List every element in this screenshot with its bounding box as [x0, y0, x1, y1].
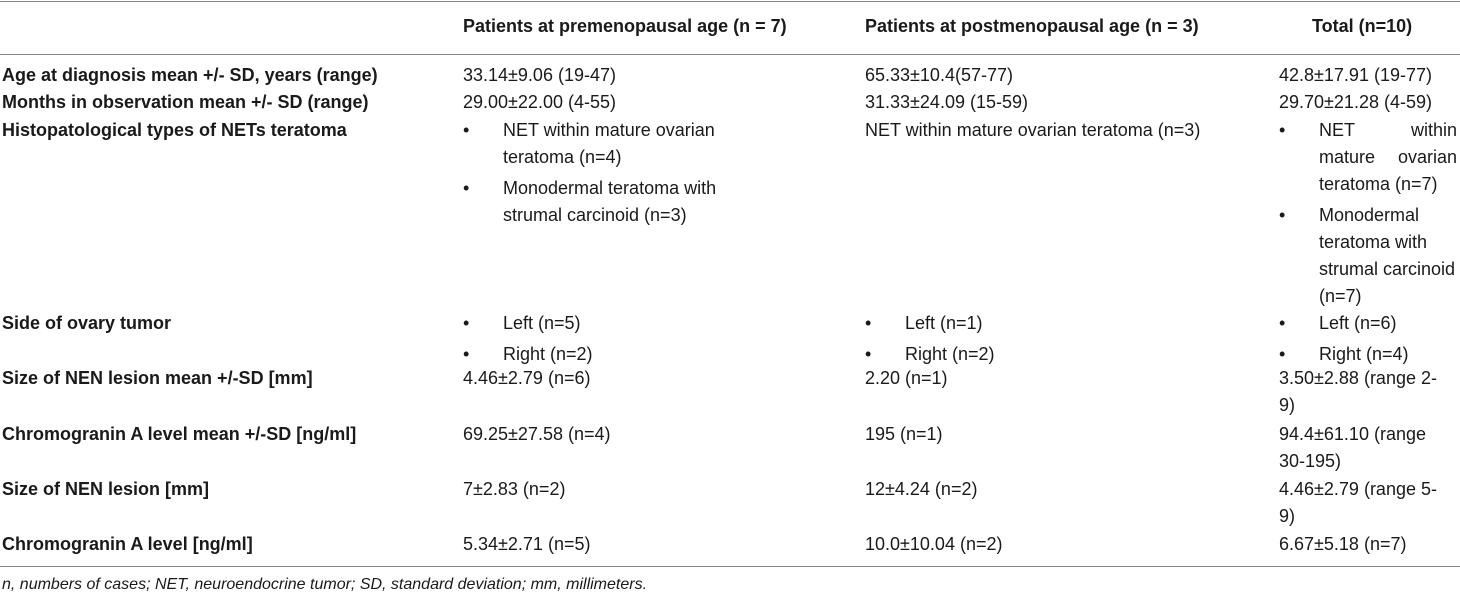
cell-total: 94.4±61.10 (range 30-195): [1279, 424, 1426, 471]
list-item: Monodermal teratoma with strumal carcino…: [1279, 202, 1457, 310]
list-item: Right (n=2): [865, 341, 1245, 368]
cell-pre: 69.25±27.58 (n=4): [463, 424, 611, 444]
header-premenopausal: Patients at premenopausal age (n = 7): [463, 16, 787, 36]
list-item: NET within mature ovarian teratoma (n=4): [463, 117, 763, 171]
list-item: Right (n=4): [1279, 341, 1457, 368]
cell-post: 10.0±10.04 (n=2): [865, 534, 1003, 554]
list-item: Left (n=6): [1279, 310, 1457, 337]
cell-total: 42.8±17.91 (19-77): [1279, 65, 1432, 85]
row-label: Chromogranin A level [ng/ml]: [2, 534, 253, 554]
table-top-rule: [0, 1, 1460, 2]
cell-pre: 29.00±22.00 (4-55): [463, 92, 616, 112]
cell-pre: Left (n=5) Right (n=2): [463, 310, 783, 368]
header-rule: [0, 54, 1460, 55]
cell-post: 31.33±24.09 (15-59): [865, 92, 1028, 112]
cell-pre: 4.46±2.79 (n=6): [463, 368, 591, 388]
header-postmenopausal: Patients at postmenopausal age (n = 3): [865, 16, 1199, 36]
row-label: Size of NEN lesion mean +/-SD [mm]: [2, 368, 313, 388]
list-item: Left (n=5): [463, 310, 783, 337]
table-footnote: n, numbers of cases; NET, neuroendocrine…: [2, 576, 648, 593]
row-label: Months in observation mean +/- SD (range…: [2, 92, 369, 112]
list-item: Monodermal teratoma with strumal carcino…: [463, 175, 763, 229]
row-label: Size of NEN lesion [mm]: [2, 479, 210, 499]
row-label: Age at diagnosis mean +/- SD, years (ran…: [2, 65, 378, 85]
cell-pre: 7±2.83 (n=2): [463, 479, 566, 499]
cell-pre: NET within mature ovarian teratoma (n=4)…: [463, 117, 763, 229]
cell-pre: 33.14±9.06 (19-47): [463, 65, 616, 85]
cell-post: 65.33±10.4(57-77): [865, 65, 1013, 85]
table-bottom-rule: [0, 566, 1460, 567]
header-total: Total (n=10): [1312, 16, 1413, 36]
pre-side-list: Left (n=5) Right (n=2): [463, 310, 783, 368]
cell-total: Left (n=6) Right (n=4): [1279, 310, 1457, 368]
list-item: NET within mature ovarian teratoma (n=7): [1279, 117, 1457, 198]
cell-post: 2.20 (n=1): [865, 368, 948, 388]
row-label: Side of ovary tumor: [2, 313, 172, 333]
row-label: Chromogranin A level mean +/-SD [ng/ml]: [2, 424, 357, 444]
cell-post: NET within mature ovarian teratoma (n=3): [865, 120, 1201, 140]
cell-total: 6.67±5.18 (n=7): [1279, 534, 1407, 554]
cell-total: NET within mature ovarian teratoma (n=7)…: [1279, 117, 1457, 310]
total-types-list: NET within mature ovarian teratoma (n=7)…: [1279, 117, 1457, 310]
list-item: Right (n=2): [463, 341, 783, 368]
cell-post: Left (n=1) Right (n=2): [865, 310, 1245, 368]
list-item: Left (n=1): [865, 310, 1245, 337]
pre-types-list: NET within mature ovarian teratoma (n=4)…: [463, 117, 763, 229]
cell-pre: 5.34±2.71 (n=5): [463, 534, 591, 554]
row-label: Histopatological types of NETs teratoma: [2, 120, 347, 140]
cell-total: 29.70±21.28 (4-59): [1279, 92, 1432, 112]
post-side-list: Left (n=1) Right (n=2): [865, 310, 1245, 368]
cell-total: 3.50±2.88 (range 2-9): [1279, 368, 1437, 415]
cell-post: 195 (n=1): [865, 424, 943, 444]
cell-post: 12±4.24 (n=2): [865, 479, 978, 499]
cell-total: 4.46±2.79 (range 5-9): [1279, 479, 1437, 526]
total-side-list: Left (n=6) Right (n=4): [1279, 310, 1457, 368]
